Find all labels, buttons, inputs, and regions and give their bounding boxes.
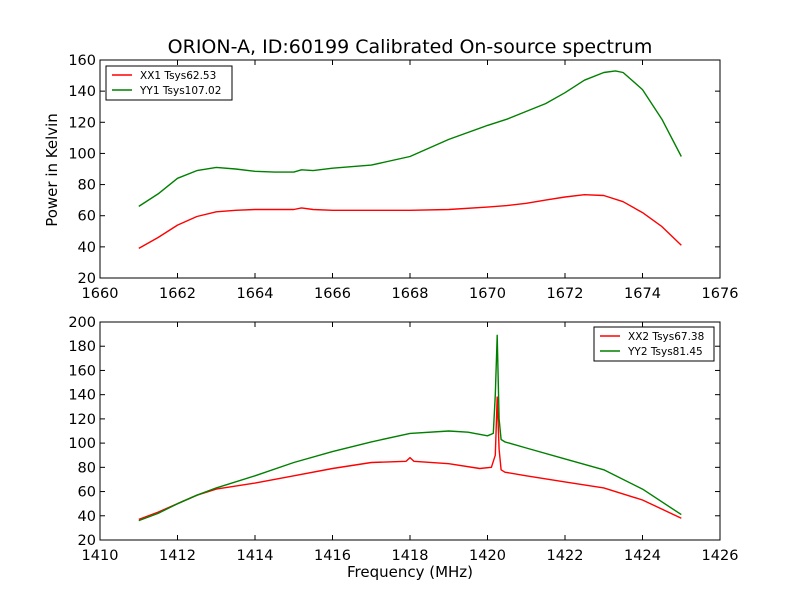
lower-y-tick-label: 80 [78,460,96,476]
lower-series-line-2 [138,334,682,522]
upper-y-tick-label: 160 [68,53,96,69]
upper-x-tick-label: 1662 [159,286,196,302]
x-axis-label: Frequency (MHz) [347,563,473,581]
upper-y-tick-label: 80 [78,178,96,194]
upper-x-tick-label: 1670 [469,286,506,302]
upper-legend-box [105,65,233,101]
upper-y-tick-label: 120 [68,115,96,131]
chart-title: ORION-A, ID:60199 Calibrated On-source s… [168,36,653,58]
upper-x-tick-label: 1660 [82,286,119,302]
lower-x-tick-label: 1416 [314,548,351,564]
lower-x-tick-label: 1426 [702,548,739,564]
upper-legend-label-2: YY1 Tsys107.02 [139,85,221,97]
upper-x-tick-label: 1668 [392,286,429,302]
lower-x-tick-label: 1422 [547,548,584,564]
lower-legend-label-2: YY2 Tsys81.45 [627,346,703,358]
upper-x-tick-label: 1666 [314,286,351,302]
lower-y-tick-label: 20 [78,533,96,549]
lower-y-tick-label: 120 [68,412,96,428]
lower-y-tick-label: 140 [68,388,96,404]
upper-series-line-1 [138,193,682,250]
upper-x-tick-label: 1672 [547,286,584,302]
lower-y-tick-label: 60 [78,485,96,501]
upper-y-tick-label: 20 [78,271,96,287]
lower-x-tick-label: 1420 [469,548,506,564]
lower-x-tick-label: 1424 [624,548,661,564]
upper-panel: 1660 1662 1664 1666 1668 1670 1672 1674 1676 20 40… [68,53,738,302]
lower-y-tick-label: 160 [68,363,96,379]
lower-series-line-1 [138,396,682,521]
y-axis-label: Power in Kelvin [43,113,61,227]
lower-legend-box [593,326,715,362]
lower-x-tick-label: 1414 [237,548,274,564]
upper-y-tick-label: 140 [68,84,96,100]
upper-x-tick-label: 1664 [237,286,274,302]
upper-y-tick-label: 60 [78,209,96,225]
upper-x-tick-label: 1676 [702,286,739,302]
lower-panel: 1410 1412 1414 1416 1418 1420 1422 1424 1426 20 40… [68,315,738,564]
lower-legend-label-1: XX2 Tsys67.38 [628,331,704,343]
lower-y-tick-label: 180 [68,339,96,355]
upper-legend-label-1: XX1 Tsys62.53 [140,70,216,82]
lower-y-tick-label: 200 [68,315,96,331]
lower-x-tick-label: 1418 [392,548,429,564]
lower-y-tick-label: 40 [78,509,96,525]
lower-x-tick-label: 1412 [159,548,196,564]
upper-y-tick-label: 100 [68,146,96,162]
lower-x-tick-label: 1410 [82,548,119,564]
upper-y-tick-label: 40 [78,240,96,256]
upper-series-line-2 [138,70,682,207]
upper-x-tick-label: 1674 [624,286,661,302]
lower-y-tick-label: 100 [68,436,96,452]
